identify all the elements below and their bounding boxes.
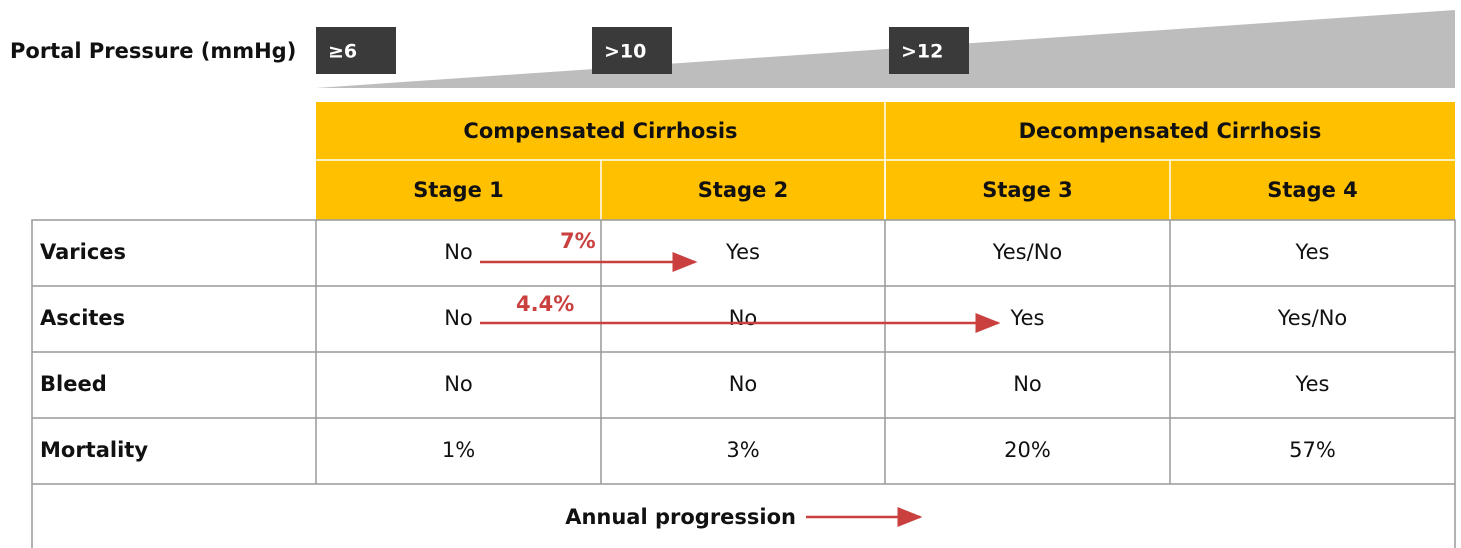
pressure-label: Portal Pressure (mmHg) bbox=[10, 39, 296, 63]
cell: No bbox=[729, 306, 758, 330]
threshold-label: ≥6 bbox=[328, 41, 357, 63]
cell: Yes bbox=[725, 240, 760, 264]
cell: 1% bbox=[442, 438, 475, 462]
footer-label: Annual progression bbox=[565, 505, 796, 529]
stage-header: Stage 2 bbox=[698, 178, 789, 202]
threshold-label: >12 bbox=[901, 41, 943, 63]
cell: Yes bbox=[1295, 240, 1330, 264]
group-header: Compensated Cirrhosis bbox=[463, 119, 737, 143]
threshold-box bbox=[316, 27, 396, 74]
group-header: Decompensated Cirrhosis bbox=[1019, 119, 1322, 143]
stage-header: Stage 4 bbox=[1267, 178, 1358, 202]
cell: No bbox=[1013, 372, 1042, 396]
threshold-label: >10 bbox=[604, 41, 646, 63]
threshold-box bbox=[889, 27, 969, 74]
annotation: 7% bbox=[560, 229, 596, 253]
cell: Yes bbox=[1010, 306, 1045, 330]
cell: No bbox=[444, 306, 473, 330]
threshold-box bbox=[592, 27, 672, 74]
annotation: 4.4% bbox=[516, 292, 574, 316]
cell: 57% bbox=[1289, 438, 1336, 462]
cell: No bbox=[729, 372, 758, 396]
cell: 3% bbox=[726, 438, 759, 462]
cell: No bbox=[444, 372, 473, 396]
row-label: Varices bbox=[40, 240, 126, 264]
cell: Yes/No bbox=[992, 240, 1063, 264]
row-label: Mortality bbox=[40, 438, 148, 462]
stage-header: Stage 1 bbox=[413, 178, 504, 202]
cell: 20% bbox=[1004, 438, 1051, 462]
table-border bbox=[31, 219, 1456, 548]
stage-header: Stage 3 bbox=[982, 178, 1073, 202]
pressure-wedge bbox=[316, 10, 1455, 88]
cell: Yes/No bbox=[1277, 306, 1348, 330]
cell: No bbox=[444, 240, 473, 264]
cell: Yes bbox=[1295, 372, 1330, 396]
row-label: Bleed bbox=[40, 372, 107, 396]
row-label: Ascites bbox=[40, 306, 125, 330]
